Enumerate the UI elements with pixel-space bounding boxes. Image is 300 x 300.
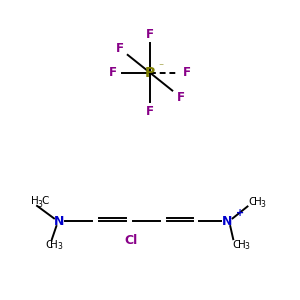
- Text: N: N: [54, 215, 64, 228]
- Text: C: C: [45, 239, 52, 250]
- Text: N: N: [222, 215, 232, 228]
- Text: C: C: [232, 239, 240, 250]
- Text: 3: 3: [261, 200, 266, 209]
- Text: F: F: [109, 66, 117, 79]
- Text: +: +: [236, 208, 244, 218]
- Text: F: F: [183, 66, 191, 79]
- Text: F: F: [116, 42, 123, 55]
- Text: H: H: [238, 239, 246, 250]
- Text: 3: 3: [38, 200, 43, 208]
- Text: H: H: [50, 239, 58, 250]
- Text: C: C: [42, 196, 49, 206]
- Text: F: F: [177, 91, 184, 103]
- Text: F: F: [146, 105, 154, 118]
- Text: H: H: [254, 197, 262, 207]
- Text: Cl: Cl: [124, 234, 137, 247]
- Text: F: F: [146, 28, 154, 40]
- Text: 3: 3: [244, 242, 249, 251]
- Text: ⁻: ⁻: [159, 62, 164, 72]
- Text: P: P: [145, 66, 155, 80]
- Text: H: H: [31, 196, 39, 206]
- Text: 3: 3: [57, 242, 62, 251]
- Text: C: C: [249, 197, 256, 207]
